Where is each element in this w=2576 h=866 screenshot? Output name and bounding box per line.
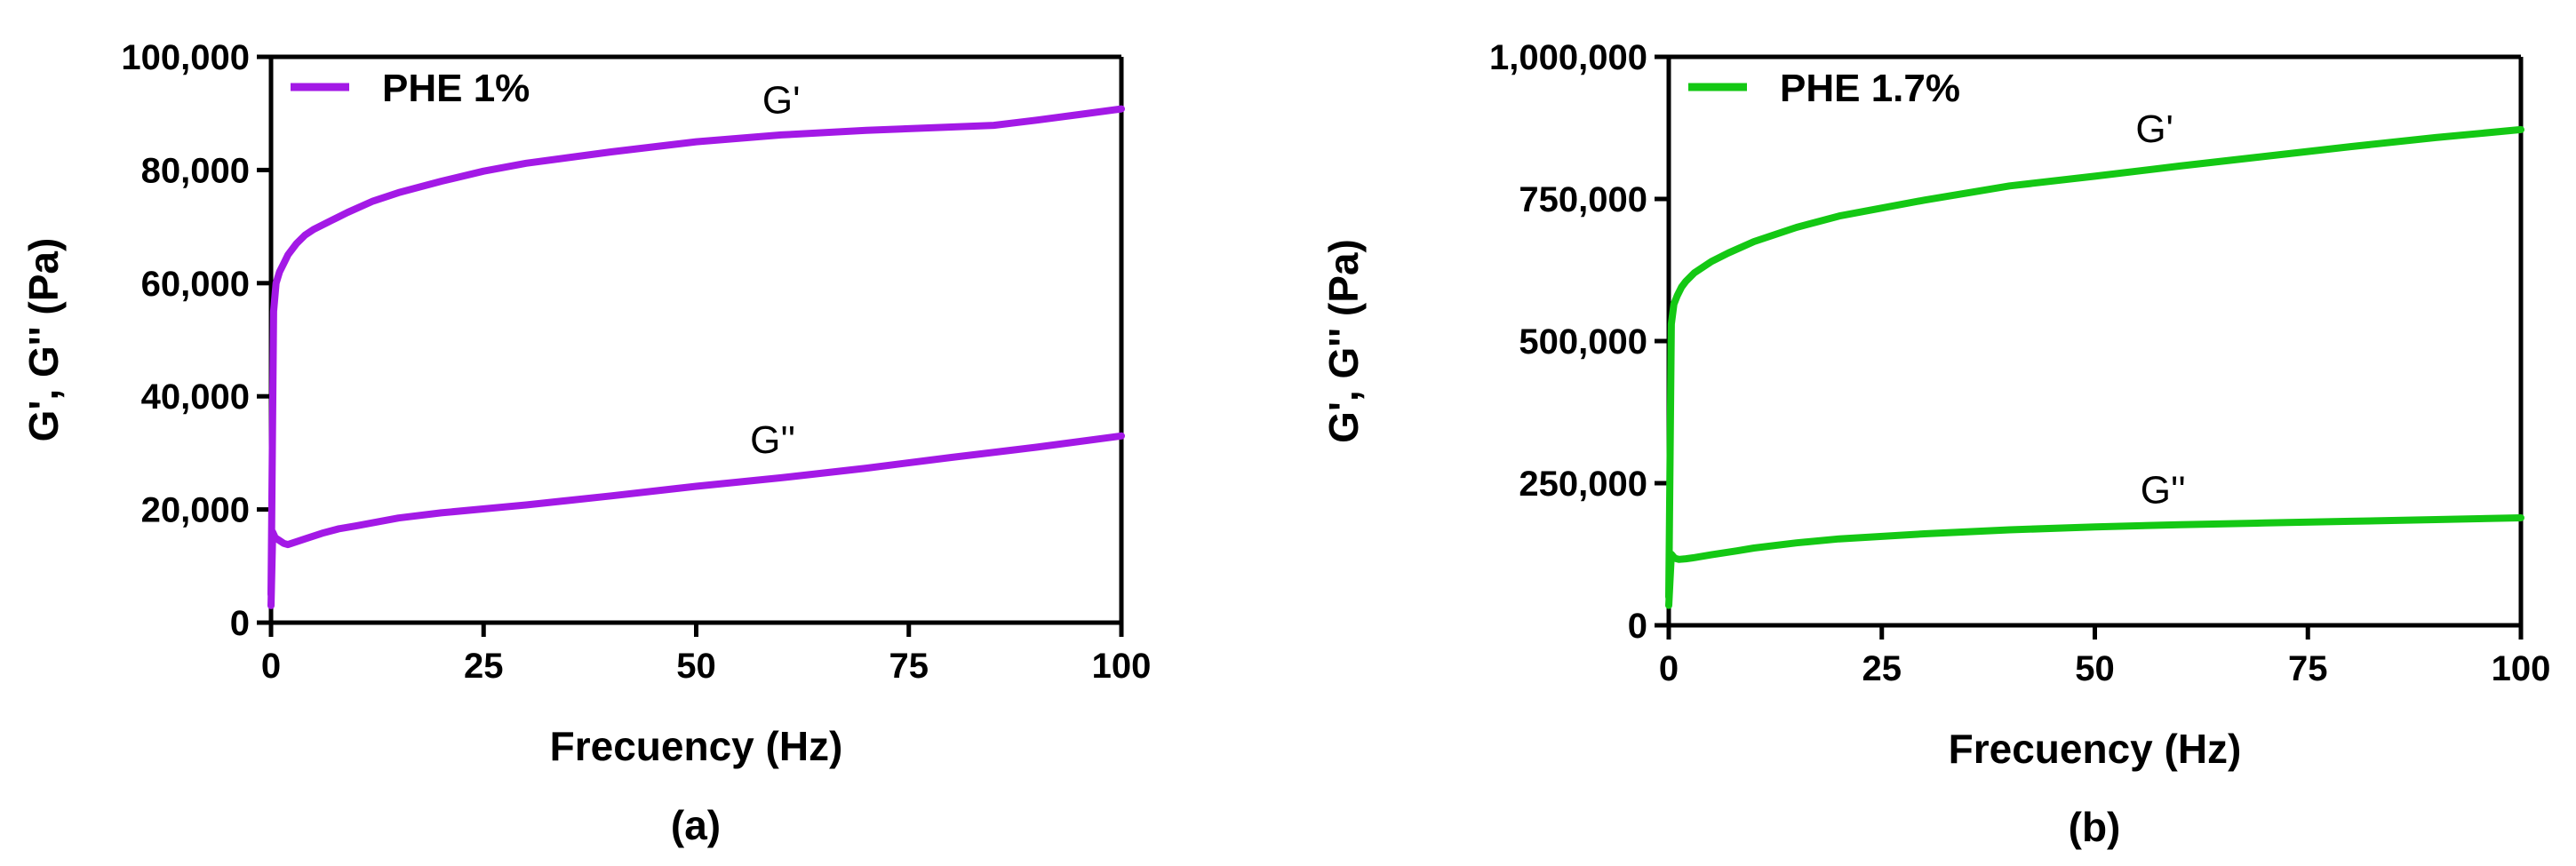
panel-label: (b) <box>2069 804 2121 850</box>
panel-b: 0 250,000 500,000 750,000 1,000,000 0 25 50 75 10… <box>1320 38 2550 850</box>
x-tick-label: 0 <box>1659 649 1679 688</box>
y-tick-label: 500,000 <box>1519 322 1647 361</box>
x-tick-label: 0 <box>261 647 281 686</box>
y-tick-label: 0 <box>230 604 250 643</box>
y-tick-label: 1,000,000 <box>1489 38 1647 77</box>
x-tick-label: 50 <box>676 647 716 686</box>
x-axis-title: Frecuency (Hz) <box>550 723 843 769</box>
y-tick-label: 20,000 <box>141 491 250 530</box>
legend-label: PHE 1% <box>382 67 530 110</box>
y-tick-label: 0 <box>1628 607 1647 646</box>
x-tick-label: 75 <box>889 647 929 686</box>
y-tick-label: 60,000 <box>141 265 250 304</box>
panel-a: 0 20,000 40,000 60,000 80,000 100,000 0 25 50 75 1… <box>20 38 1151 848</box>
x-tick-label: 100 <box>2492 649 2551 688</box>
x-tick-label: 25 <box>1862 649 1902 688</box>
x-tick-label: 75 <box>2288 649 2328 688</box>
y-axis-title: G', G'' (Pa) <box>20 238 67 442</box>
curve-label: G' <box>762 79 801 123</box>
x-tick-label: 25 <box>464 647 504 686</box>
x-tick-label: 100 <box>1092 647 1152 686</box>
series-line-loss-modulus <box>267 432 1125 609</box>
panel-label: (a) <box>671 802 721 848</box>
y-tick-label: 100,000 <box>121 38 250 77</box>
y-tick-label: 750,000 <box>1519 180 1647 219</box>
curve-label: G' <box>2135 107 2173 151</box>
x-tick-label: 50 <box>2075 649 2115 688</box>
y-tick-label: 250,000 <box>1519 465 1647 504</box>
y-axis-title: G', G'' (Pa) <box>1320 239 1367 443</box>
x-axis-title: Frecuency (Hz) <box>1949 726 2242 772</box>
curve-label: G'' <box>750 418 795 462</box>
legend-label: PHE 1.7% <box>1780 67 1960 110</box>
series-line-storage-modulus <box>267 105 1125 599</box>
curve-label: G'' <box>2141 468 2186 512</box>
series-line-storage-modulus <box>1665 125 2524 600</box>
y-tick-label: 80,000 <box>141 151 250 190</box>
series-line-loss-modulus <box>1665 514 2524 609</box>
y-tick-label: 40,000 <box>141 377 250 417</box>
